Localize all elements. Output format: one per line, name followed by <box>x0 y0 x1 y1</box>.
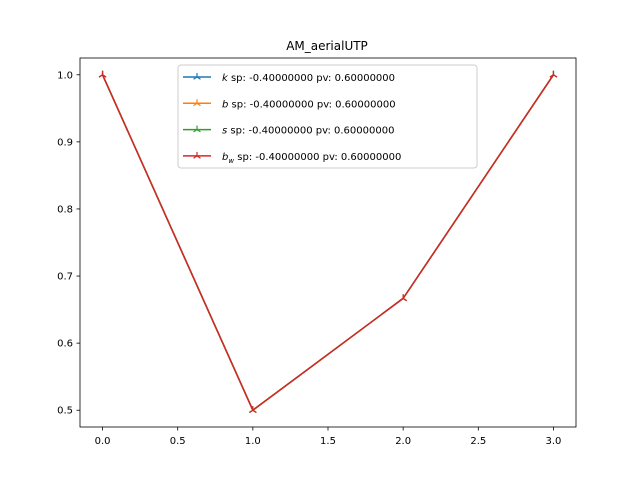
legend-text: sp: -0.40000000 pv: 0.60000000 <box>228 99 395 110</box>
legend-entry: s sp: -0.40000000 pv: 0.60000000 <box>183 125 394 137</box>
legend-entry: b sp: -0.40000000 pv: 0.60000000 <box>183 99 396 110</box>
series-3 <box>98 70 558 414</box>
y-tick-label: 0.5 <box>57 406 73 417</box>
marker-stroke <box>193 76 198 80</box>
y-tick-label: 0.6 <box>57 339 73 350</box>
marker-stroke <box>549 74 554 78</box>
x-tick-label: 2.5 <box>470 436 486 447</box>
data-point <box>549 70 558 78</box>
legend-text: sp: -0.40000000 pv: 0.60000000 <box>228 73 395 84</box>
legend-entry: k sp: -0.40000000 pv: 0.60000000 <box>183 73 395 84</box>
axes: 0.0 0.5 1.0 1.5 2.0 2.5 3.0 0.5 0.6 0.7 0.8 0.9 1.0 <box>57 57 577 447</box>
marker-stroke <box>102 74 107 78</box>
y-tick-label: 0.7 <box>57 272 73 283</box>
marker-stroke <box>196 155 201 159</box>
y-tick-label: 0.8 <box>57 204 73 215</box>
legend-label: k sp: -0.40000000 pv: 0.60000000 <box>222 73 395 84</box>
marker-stroke <box>399 297 404 302</box>
legend-label: s sp: -0.40000000 pv: 0.60000000 <box>222 126 394 137</box>
data-point <box>249 406 257 414</box>
marker-stroke <box>249 409 254 414</box>
y-tick-label: 1.0 <box>57 70 73 81</box>
x-tick-label: 3.0 <box>546 436 562 447</box>
legend-marker <box>193 151 201 159</box>
x-tick-label: 0.0 <box>95 436 111 447</box>
series-line <box>101 74 555 411</box>
marker-stroke <box>98 74 103 78</box>
legend-marker <box>193 125 201 133</box>
x-tick-label: 0.5 <box>170 436 186 447</box>
legend-label: b sp: -0.40000000 pv: 0.60000000 <box>222 99 396 110</box>
series-layer <box>98 70 558 414</box>
legend-label: bw sp: -0.40000000 pv: 0.60000000 <box>222 152 401 165</box>
data-point <box>399 294 407 302</box>
legend-symbol: b <box>222 99 228 110</box>
marker-stroke <box>402 297 407 302</box>
marker-stroke <box>252 409 257 414</box>
legend-symbol: s <box>222 126 227 137</box>
chart-title: AM_aerialUTP <box>286 39 368 53</box>
marker-stroke <box>553 74 558 78</box>
legend-symbol: b <box>222 152 228 163</box>
legend-text: sp: -0.40000000 pv: 0.60000000 <box>234 152 401 163</box>
x-tick-label: 1.5 <box>320 436 336 447</box>
marker-stroke <box>196 76 201 80</box>
legend-subscript: w <box>228 157 234 165</box>
marker-stroke <box>193 155 198 159</box>
legend-marker <box>193 73 201 80</box>
marker-stroke <box>196 129 201 133</box>
data-point <box>98 70 107 78</box>
x-tick-label: 1.0 <box>245 436 261 447</box>
marker-stroke <box>193 129 198 133</box>
legend-text: sp: -0.40000000 pv: 0.60000000 <box>227 126 394 137</box>
legend-marker <box>193 99 201 107</box>
marker-stroke <box>193 102 198 107</box>
legend-entry: bw sp: -0.40000000 pv: 0.60000000 <box>183 151 401 165</box>
legend-symbol: k <box>222 73 229 84</box>
y-tick-label: 0.9 <box>57 137 73 148</box>
legend-box <box>177 64 478 169</box>
marker-stroke <box>196 102 201 107</box>
x-tick-label: 2.0 <box>395 436 411 447</box>
